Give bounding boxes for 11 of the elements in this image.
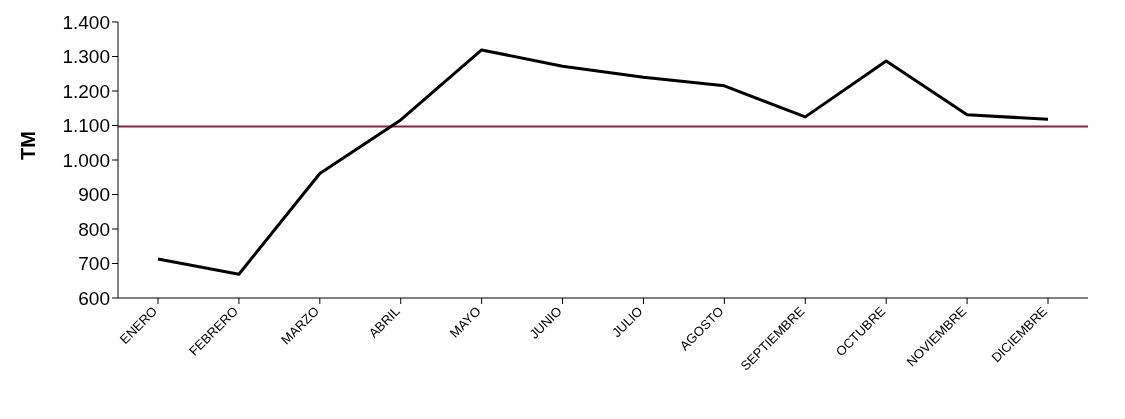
y-tick-label: 900: [78, 184, 110, 206]
y-tick-label: 600: [78, 287, 110, 309]
y-tick-label: 1.400: [62, 11, 110, 33]
line-series: [156, 48, 1050, 276]
y-tick-label: 1.300: [62, 46, 110, 68]
y-tick-label: 1.100: [62, 115, 110, 137]
y-tick-label: 700: [78, 253, 110, 275]
y-tick-label: 1.200: [62, 80, 110, 102]
y-tick-label: 800: [78, 218, 110, 240]
y-tick-label: 1.000: [62, 149, 110, 171]
y-axis-title: TM: [17, 131, 40, 160]
